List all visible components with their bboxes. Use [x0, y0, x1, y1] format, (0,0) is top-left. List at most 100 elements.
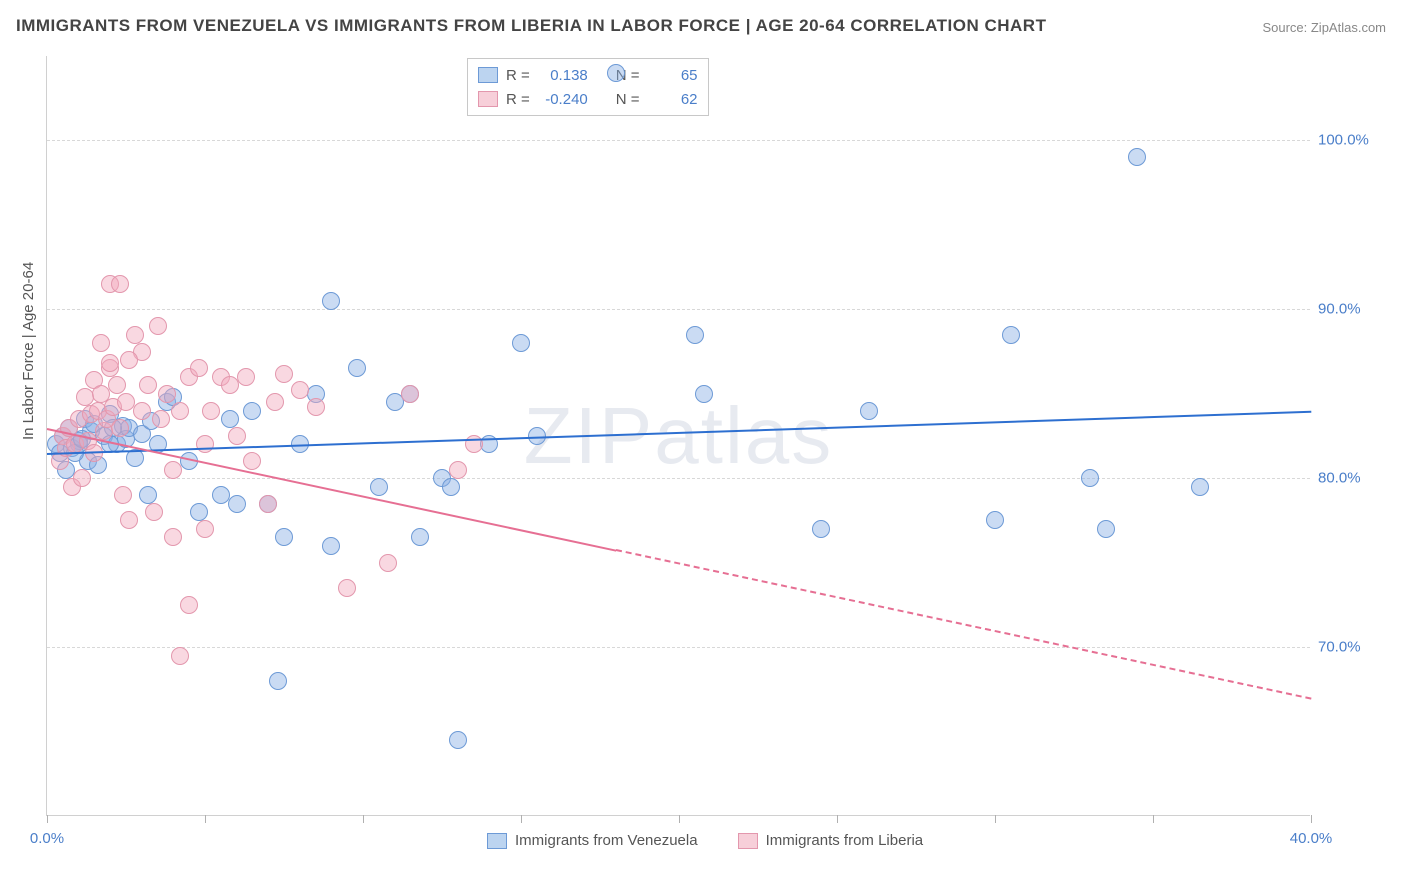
scatter-point — [152, 410, 170, 428]
scatter-point — [196, 520, 214, 538]
scatter-point — [180, 596, 198, 614]
scatter-point — [101, 354, 119, 372]
x-tick-label: 40.0% — [1290, 830, 1333, 847]
stats-row: R =0.138N =65 — [478, 63, 698, 87]
scatter-point — [190, 359, 208, 377]
scatter-point — [190, 503, 208, 521]
x-tick — [1153, 815, 1154, 823]
scatter-point — [171, 647, 189, 665]
stat-r-label: R = — [506, 91, 530, 108]
x-tick — [205, 815, 206, 823]
scatter-point — [370, 478, 388, 496]
scatter-point — [237, 368, 255, 386]
scatter-point — [164, 528, 182, 546]
scatter-point — [401, 385, 419, 403]
scatter-point — [158, 385, 176, 403]
scatter-point — [686, 326, 704, 344]
scatter-point — [111, 275, 129, 293]
stat-r-value: 0.138 — [538, 67, 588, 84]
scatter-point — [411, 528, 429, 546]
scatter-point — [269, 672, 287, 690]
scatter-point — [114, 486, 132, 504]
scatter-point — [322, 292, 340, 310]
scatter-point — [196, 435, 214, 453]
correlation-stats-box: R = 0.138 N = 65 R = -0.240 N = 62 — [467, 58, 709, 116]
scatter-point — [1128, 148, 1146, 166]
x-tick — [363, 815, 364, 823]
scatter-point — [275, 365, 293, 383]
scatter-point — [695, 385, 713, 403]
legend-item: Immigrants from Venezuela — [487, 832, 698, 849]
scatter-point — [228, 427, 246, 445]
scatter-point — [1081, 469, 1099, 487]
x-tick — [47, 815, 48, 823]
gridline-horizontal — [47, 140, 1310, 141]
scatter-point — [171, 402, 189, 420]
scatter-point — [307, 398, 325, 416]
stat-n-value: 62 — [648, 91, 698, 108]
y-tick-label: 100.0% — [1318, 132, 1388, 149]
scatter-point — [228, 495, 246, 513]
scatter-point — [1097, 520, 1115, 538]
scatter-point — [259, 495, 277, 513]
chart-title: IMMIGRANTS FROM VENEZUELA VS IMMIGRANTS … — [16, 16, 1046, 36]
trendline — [47, 428, 616, 552]
y-tick-label: 90.0% — [1318, 301, 1388, 318]
scatter-point — [139, 376, 157, 394]
scatter-point — [164, 461, 182, 479]
plot-area: ZIPatlas R =0.138N =65R =-0.240N =62 Imm… — [46, 56, 1310, 816]
legend-item: Immigrants from Liberia — [738, 832, 924, 849]
x-tick — [521, 815, 522, 823]
legend-swatch — [478, 91, 498, 107]
scatter-point — [449, 731, 467, 749]
y-axis-label: In Labor Force | Age 20-64 — [20, 262, 37, 440]
stat-r-label: R = — [506, 67, 530, 84]
scatter-point — [73, 469, 91, 487]
trendline-extrapolated — [616, 549, 1312, 700]
legend-swatch — [738, 833, 758, 849]
y-tick-label: 70.0% — [1318, 639, 1388, 656]
scatter-point — [322, 537, 340, 555]
scatter-point — [986, 511, 1004, 529]
scatter-point — [442, 478, 460, 496]
x-tick — [837, 815, 838, 823]
scatter-point — [512, 334, 530, 352]
legend-swatch — [478, 67, 498, 83]
x-tick — [679, 815, 680, 823]
scatter-point — [139, 486, 157, 504]
bottom-legend: Immigrants from Venezuela Immigrants from… — [487, 832, 923, 849]
scatter-point — [243, 402, 261, 420]
scatter-point — [338, 579, 356, 597]
scatter-point — [120, 351, 138, 369]
gridline-horizontal — [47, 478, 1310, 479]
scatter-point — [243, 452, 261, 470]
stat-n-value: 65 — [648, 67, 698, 84]
scatter-point — [126, 326, 144, 344]
stats-row: R = -0.240 N = 62 — [478, 87, 698, 111]
source-attribution: Source: ZipAtlas.com — [1262, 20, 1386, 35]
scatter-point — [1002, 326, 1020, 344]
scatter-point — [449, 461, 467, 479]
stat-r-value: -0.240 — [538, 91, 588, 108]
x-tick — [1311, 815, 1312, 823]
y-tick-label: 80.0% — [1318, 470, 1388, 487]
stat-n-label: N = — [616, 91, 640, 108]
scatter-point — [348, 359, 366, 377]
scatter-point — [120, 511, 138, 529]
scatter-point — [108, 376, 126, 394]
scatter-point — [133, 402, 151, 420]
gridline-horizontal — [47, 309, 1310, 310]
gridline-horizontal — [47, 647, 1310, 648]
scatter-point — [111, 419, 129, 437]
legend-label: Immigrants from Liberia — [766, 832, 924, 849]
scatter-point — [221, 410, 239, 428]
scatter-point — [92, 334, 110, 352]
scatter-point — [266, 393, 284, 411]
legend-swatch — [487, 833, 507, 849]
x-tick — [995, 815, 996, 823]
scatter-point — [275, 528, 293, 546]
scatter-point — [379, 554, 397, 572]
scatter-point — [860, 402, 878, 420]
scatter-point — [291, 381, 309, 399]
scatter-point — [145, 503, 163, 521]
